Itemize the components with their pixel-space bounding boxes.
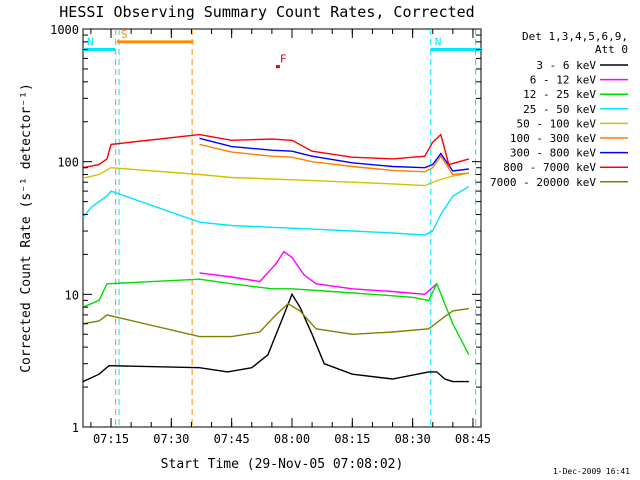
legend-label: 7000 - 20000 keV	[490, 176, 596, 189]
series-line-300-800kev	[199, 137, 469, 172]
x-tick-label: 07:15	[93, 432, 129, 446]
y-tick-label: 1	[72, 421, 79, 435]
flag-label: F	[280, 53, 287, 66]
series-line-12-25kev	[82, 278, 470, 356]
x-tick-label: 08:15	[334, 432, 370, 446]
series-line-800-7000kev	[82, 133, 470, 169]
legend-label: 300 - 800 keV	[510, 147, 596, 160]
x-tick-label: 08:30	[395, 432, 431, 446]
y-axis: 1 10 100 1000	[50, 23, 481, 435]
legend: Det 1,3,4,5,6,9, Att 0 3 - 6 keV 6 - 12 k…	[490, 30, 628, 189]
x-axis-label: Start Time (29-Nov-05 07:08:02)	[161, 457, 404, 472]
plot-area: S N N F	[82, 28, 482, 428]
plot-frame	[82, 28, 482, 428]
legend-label: 12 - 25 keV	[523, 88, 596, 101]
series-line-3-6kev	[82, 292, 469, 383]
series-line-50-100kev	[82, 166, 470, 187]
vertical-markers	[115, 29, 477, 427]
legend-label: 3 - 6 keV	[536, 59, 596, 72]
y-axis-label: Corrected Count Rate (s⁻¹ detector⁻¹)	[19, 83, 34, 373]
legend-header-line-1: Det 1,3,4,5,6,9,	[522, 30, 628, 43]
x-axis: 07:15 07:30 07:45 08:00 08:15 08:30 08:45	[90, 29, 491, 446]
flag-label: N	[87, 36, 94, 49]
series-line-6-12kev	[199, 250, 438, 296]
x-tick-label: 08:00	[274, 432, 310, 446]
legend-label: 100 - 300 keV	[510, 132, 596, 145]
y-tick-label: 1000	[50, 23, 79, 37]
x-tick-label: 07:30	[153, 432, 189, 446]
x-tick-label: 08:45	[455, 432, 491, 446]
flag-label: S	[121, 28, 128, 41]
legend-header-line-2: Att 0	[595, 43, 628, 56]
series-line-100-300kev	[199, 143, 469, 176]
series-layer	[82, 133, 470, 383]
y-tick-label: 100	[57, 156, 79, 170]
x-tick-label: 07:45	[214, 432, 250, 446]
chart-title: HESSI Observing Summary Count Rates, Cor…	[59, 3, 474, 21]
flag-label: N	[435, 36, 442, 49]
series-line-7000-20000kev	[82, 302, 469, 338]
legend-label: 6 - 12 keV	[530, 74, 597, 87]
footer-date: 1-Dec-2009 16:41	[553, 467, 630, 476]
series-line-25-50kev	[82, 185, 470, 236]
flags: S N N F	[83, 28, 481, 69]
legend-label: 800 - 7000 keV	[503, 161, 596, 174]
legend-label: 50 - 100 keV	[517, 117, 597, 130]
legend-label: 25 - 50 keV	[523, 103, 596, 116]
y-tick-label: 10	[65, 288, 79, 302]
